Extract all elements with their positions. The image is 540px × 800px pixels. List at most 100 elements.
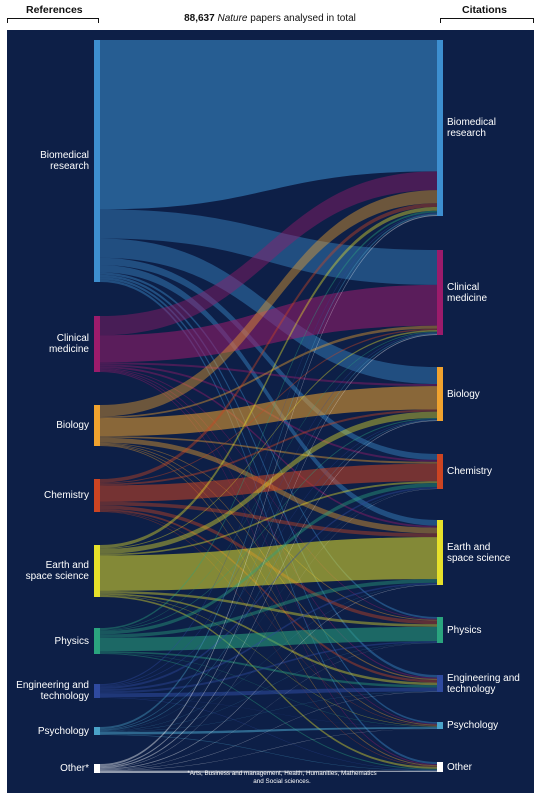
citation-node-chemistry [437, 454, 443, 489]
reference-node-physics [94, 628, 100, 654]
citation-label-biomedical: Biomedical research [447, 117, 496, 139]
reference-label-physics: Physics [55, 636, 89, 647]
flow-engineering-to-clinical [100, 332, 437, 687]
flow-physics-to-engineering [100, 651, 437, 688]
citation-label-physics: Physics [447, 625, 481, 636]
flow-psychology-to-physics [100, 642, 437, 732]
reference-node-psychology [94, 727, 100, 735]
flow-earth-to-clinical [100, 330, 437, 550]
reference-node-clinical [94, 316, 100, 372]
citation-label-earth: Earth and space science [447, 542, 510, 564]
citation-node-biology [437, 367, 443, 421]
flow-biology-to-biomedical [100, 190, 437, 417]
flow-clinical-to-engineering [100, 369, 437, 679]
total-caption-rest: papers analysed in total [247, 13, 356, 24]
flow-clinical-to-clinical [100, 284, 437, 363]
reference-label-clinical: Clinical medicine [49, 333, 89, 355]
flow-engineering-to-chemistry [100, 487, 437, 690]
flow-biomedical-to-chemistry [100, 257, 437, 460]
flow-engineering-to-psychology [100, 697, 437, 728]
citation-node-engineering [437, 675, 443, 692]
label-line: Other* [60, 763, 89, 774]
flow-chemistry-to-psychology [100, 510, 437, 727]
flow-psychology-to-earth [100, 584, 437, 732]
label-line: research [447, 128, 486, 139]
flow-earth-to-chemistry [100, 481, 437, 556]
flow-engineering-to-biomedical [100, 212, 437, 686]
flow-chemistry-to-earth [100, 501, 437, 538]
label-line: research [50, 161, 89, 172]
citations-rule-tick-left [440, 18, 441, 23]
reference-label-engineering: Engineering and technology [16, 680, 89, 702]
citation-node-biomedical [437, 40, 443, 216]
label-line: medicine [447, 292, 488, 304]
flow-engineering-to-physics [100, 641, 437, 694]
references-rule [7, 18, 99, 19]
total-number: 88,637 [184, 13, 215, 24]
flow-engineering-to-biology [100, 419, 437, 687]
sankey-diagram [94, 40, 443, 773]
flow-psychology-to-chemistry [100, 488, 437, 731]
label-line: Physics [54, 635, 89, 647]
flow-biomedical-to-psychology [100, 277, 437, 724]
flow-chemistry-to-engineering [100, 509, 437, 683]
flow-chemistry-to-chemistry [100, 463, 437, 502]
flow-clinical-to-earth [100, 366, 437, 528]
reference-label-earth: Earth and space science [26, 560, 89, 582]
label-line: Clinical [56, 333, 89, 344]
flow-biomedical-to-clinical [100, 209, 437, 285]
flow-physics-to-psychology [100, 652, 437, 727]
total-papers-caption: 88,637 Nature papers analysed in total [0, 13, 540, 24]
label-line: Chemistry [447, 466, 493, 477]
reference-node-biomedical [94, 40, 100, 282]
label-line: space science [25, 571, 89, 582]
label-line: Biomedical [447, 117, 496, 128]
flow-physics-to-other [100, 653, 437, 770]
label-line: technology [447, 683, 496, 695]
flow-other-to-other [100, 770, 437, 773]
label-line: Biology [56, 420, 89, 431]
citation-label-clinical: Clinical medicine [447, 282, 487, 304]
flow-other-to-biomedical [100, 215, 437, 766]
footnote: *Arts, Business and management, Health, … [187, 770, 377, 785]
flow-earth-to-psychology [100, 594, 437, 727]
flow-psychology-to-other [100, 734, 437, 771]
flow-biomedical-to-earth [100, 265, 437, 526]
reference-label-biology: Biology [56, 420, 89, 431]
reference-label-psychology: Psychology [38, 726, 89, 737]
flow-psychology-to-biology [100, 419, 437, 731]
flow-chemistry-to-clinical [100, 328, 437, 484]
flow-biology-to-other [100, 445, 437, 767]
references-rule-tick-right [98, 18, 99, 23]
citations-rule [440, 18, 534, 19]
flow-earth-to-other [100, 595, 437, 769]
reference-node-other [94, 764, 100, 773]
flow-other-to-physics [100, 642, 437, 770]
citation-node-physics [437, 617, 443, 643]
label-line: Psychology [37, 725, 89, 737]
flow-biomedical-to-physics [100, 272, 437, 619]
flow-biology-to-biology [100, 386, 437, 437]
label-line: Chemistry [43, 490, 89, 501]
citation-label-chemistry: Chemistry [447, 466, 492, 477]
citation-node-clinical [437, 250, 443, 335]
citations-rule-tick-right [533, 18, 534, 23]
flow-earth-to-biology [100, 411, 437, 554]
label-line: Earth and [447, 541, 491, 553]
citation-node-other [437, 762, 443, 772]
label-line: Psychology [447, 720, 499, 731]
flow-biomedical-to-other [100, 279, 437, 765]
flow-other-to-psychology [100, 728, 437, 771]
flow-psychology-to-psychology [100, 727, 437, 735]
citation-node-psychology [437, 722, 443, 729]
flow-earth-to-earth [100, 537, 437, 591]
flow-engineering-to-other [100, 697, 437, 771]
label-line: technology [40, 691, 89, 702]
citation-label-biology: Biology [447, 389, 480, 400]
flow-biology-to-clinical [100, 325, 437, 419]
flow-physics-to-earth [100, 579, 437, 638]
flow-earth-to-physics [100, 590, 437, 627]
label-line: Engineering and [447, 672, 520, 684]
label-line: Earth and [45, 560, 89, 571]
